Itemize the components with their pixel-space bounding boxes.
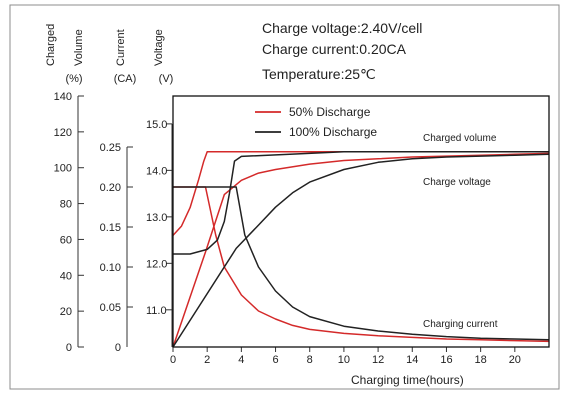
plot-area-border	[172, 95, 550, 348]
axis-header-voltage: Voltage	[153, 29, 165, 66]
axis-header-volume: Volume	[73, 29, 85, 66]
legend: 50% Discharge 100% Discharge	[255, 105, 377, 139]
temperature-condition: Temperature:25℃	[262, 66, 376, 82]
tick-label-current: 0.25	[100, 142, 121, 154]
x-tick-label: 12	[372, 354, 384, 366]
tick-label-voltage: 14.0	[146, 165, 167, 177]
tick-label-charged_volume: 140	[54, 91, 72, 103]
x-tick-label: 20	[509, 354, 521, 366]
series-line-100pct-current	[173, 186, 550, 341]
tick-label-current: 0.10	[100, 262, 121, 274]
x-tick-label: 2	[204, 354, 210, 366]
axis-unit-voltage: (V)	[159, 73, 174, 85]
x-tick-label: 16	[440, 354, 452, 366]
axis-unit-charged_volume: (%)	[65, 73, 82, 85]
x-tick-label: 10	[338, 354, 350, 366]
legend-label-50: 50% Discharge	[289, 105, 371, 119]
tick-label-charged_volume: 20	[60, 306, 72, 318]
tick-label-current: 0.05	[100, 302, 121, 314]
tick-label-charged_volume: 60	[60, 234, 72, 246]
charge-current-condition: Charge current:0.20CA	[262, 41, 407, 57]
x-tick-label: 6	[272, 354, 278, 366]
x-tick-label: 14	[406, 354, 418, 366]
axis-header-charged: Charged	[45, 24, 57, 66]
series-line-50pct-charged-volume	[172, 152, 550, 348]
x-axis-label: Charging time(hours)	[351, 373, 464, 387]
axes	[77, 95, 516, 352]
tick-label-charged_volume: 120	[54, 127, 72, 139]
tick-label-charged_volume: 100	[54, 163, 72, 175]
series-line-100pct-charged-volume	[172, 153, 550, 348]
series-line-50pct-current	[173, 186, 550, 343]
series-line-100pct-voltage	[173, 151, 549, 255]
tick-label-voltage: 12.0	[146, 258, 167, 270]
x-tick-label: 0	[170, 354, 176, 366]
x-tick-label: 18	[475, 354, 487, 366]
tick-label-voltage: 15.0	[146, 119, 167, 131]
tick-label-charged_volume: 40	[60, 270, 72, 282]
chart-frame	[9, 4, 560, 390]
charging-current-annotation: Charging current	[423, 319, 498, 330]
tick-label-charged_volume: 80	[60, 199, 72, 211]
charge-voltage-condition: Charge voltage:2.40V/cell	[262, 20, 422, 36]
x-tick-label: 8	[307, 354, 313, 366]
tick-label-voltage: 11.0	[146, 305, 167, 317]
x-tick-label: 4	[238, 354, 244, 366]
tick-label-current: 0.15	[100, 222, 121, 234]
tick-label-voltage: 13.0	[146, 212, 167, 224]
labels: 020406080100120140(%)00.050.100.150.200.…	[45, 24, 521, 366]
tick-label-charged_volume: 0	[66, 342, 72, 354]
axis-header-current: Current	[115, 29, 127, 66]
charge-voltage-annotation: Charge voltage	[423, 177, 491, 188]
series	[172, 151, 550, 348]
charged-volume-annotation: Charged volume	[423, 133, 497, 144]
legend-label-100: 100% Discharge	[289, 125, 377, 139]
tick-label-current: 0.20	[100, 182, 121, 194]
tick-label-current: 0	[115, 342, 121, 354]
axis-unit-current: (CA)	[114, 73, 137, 85]
